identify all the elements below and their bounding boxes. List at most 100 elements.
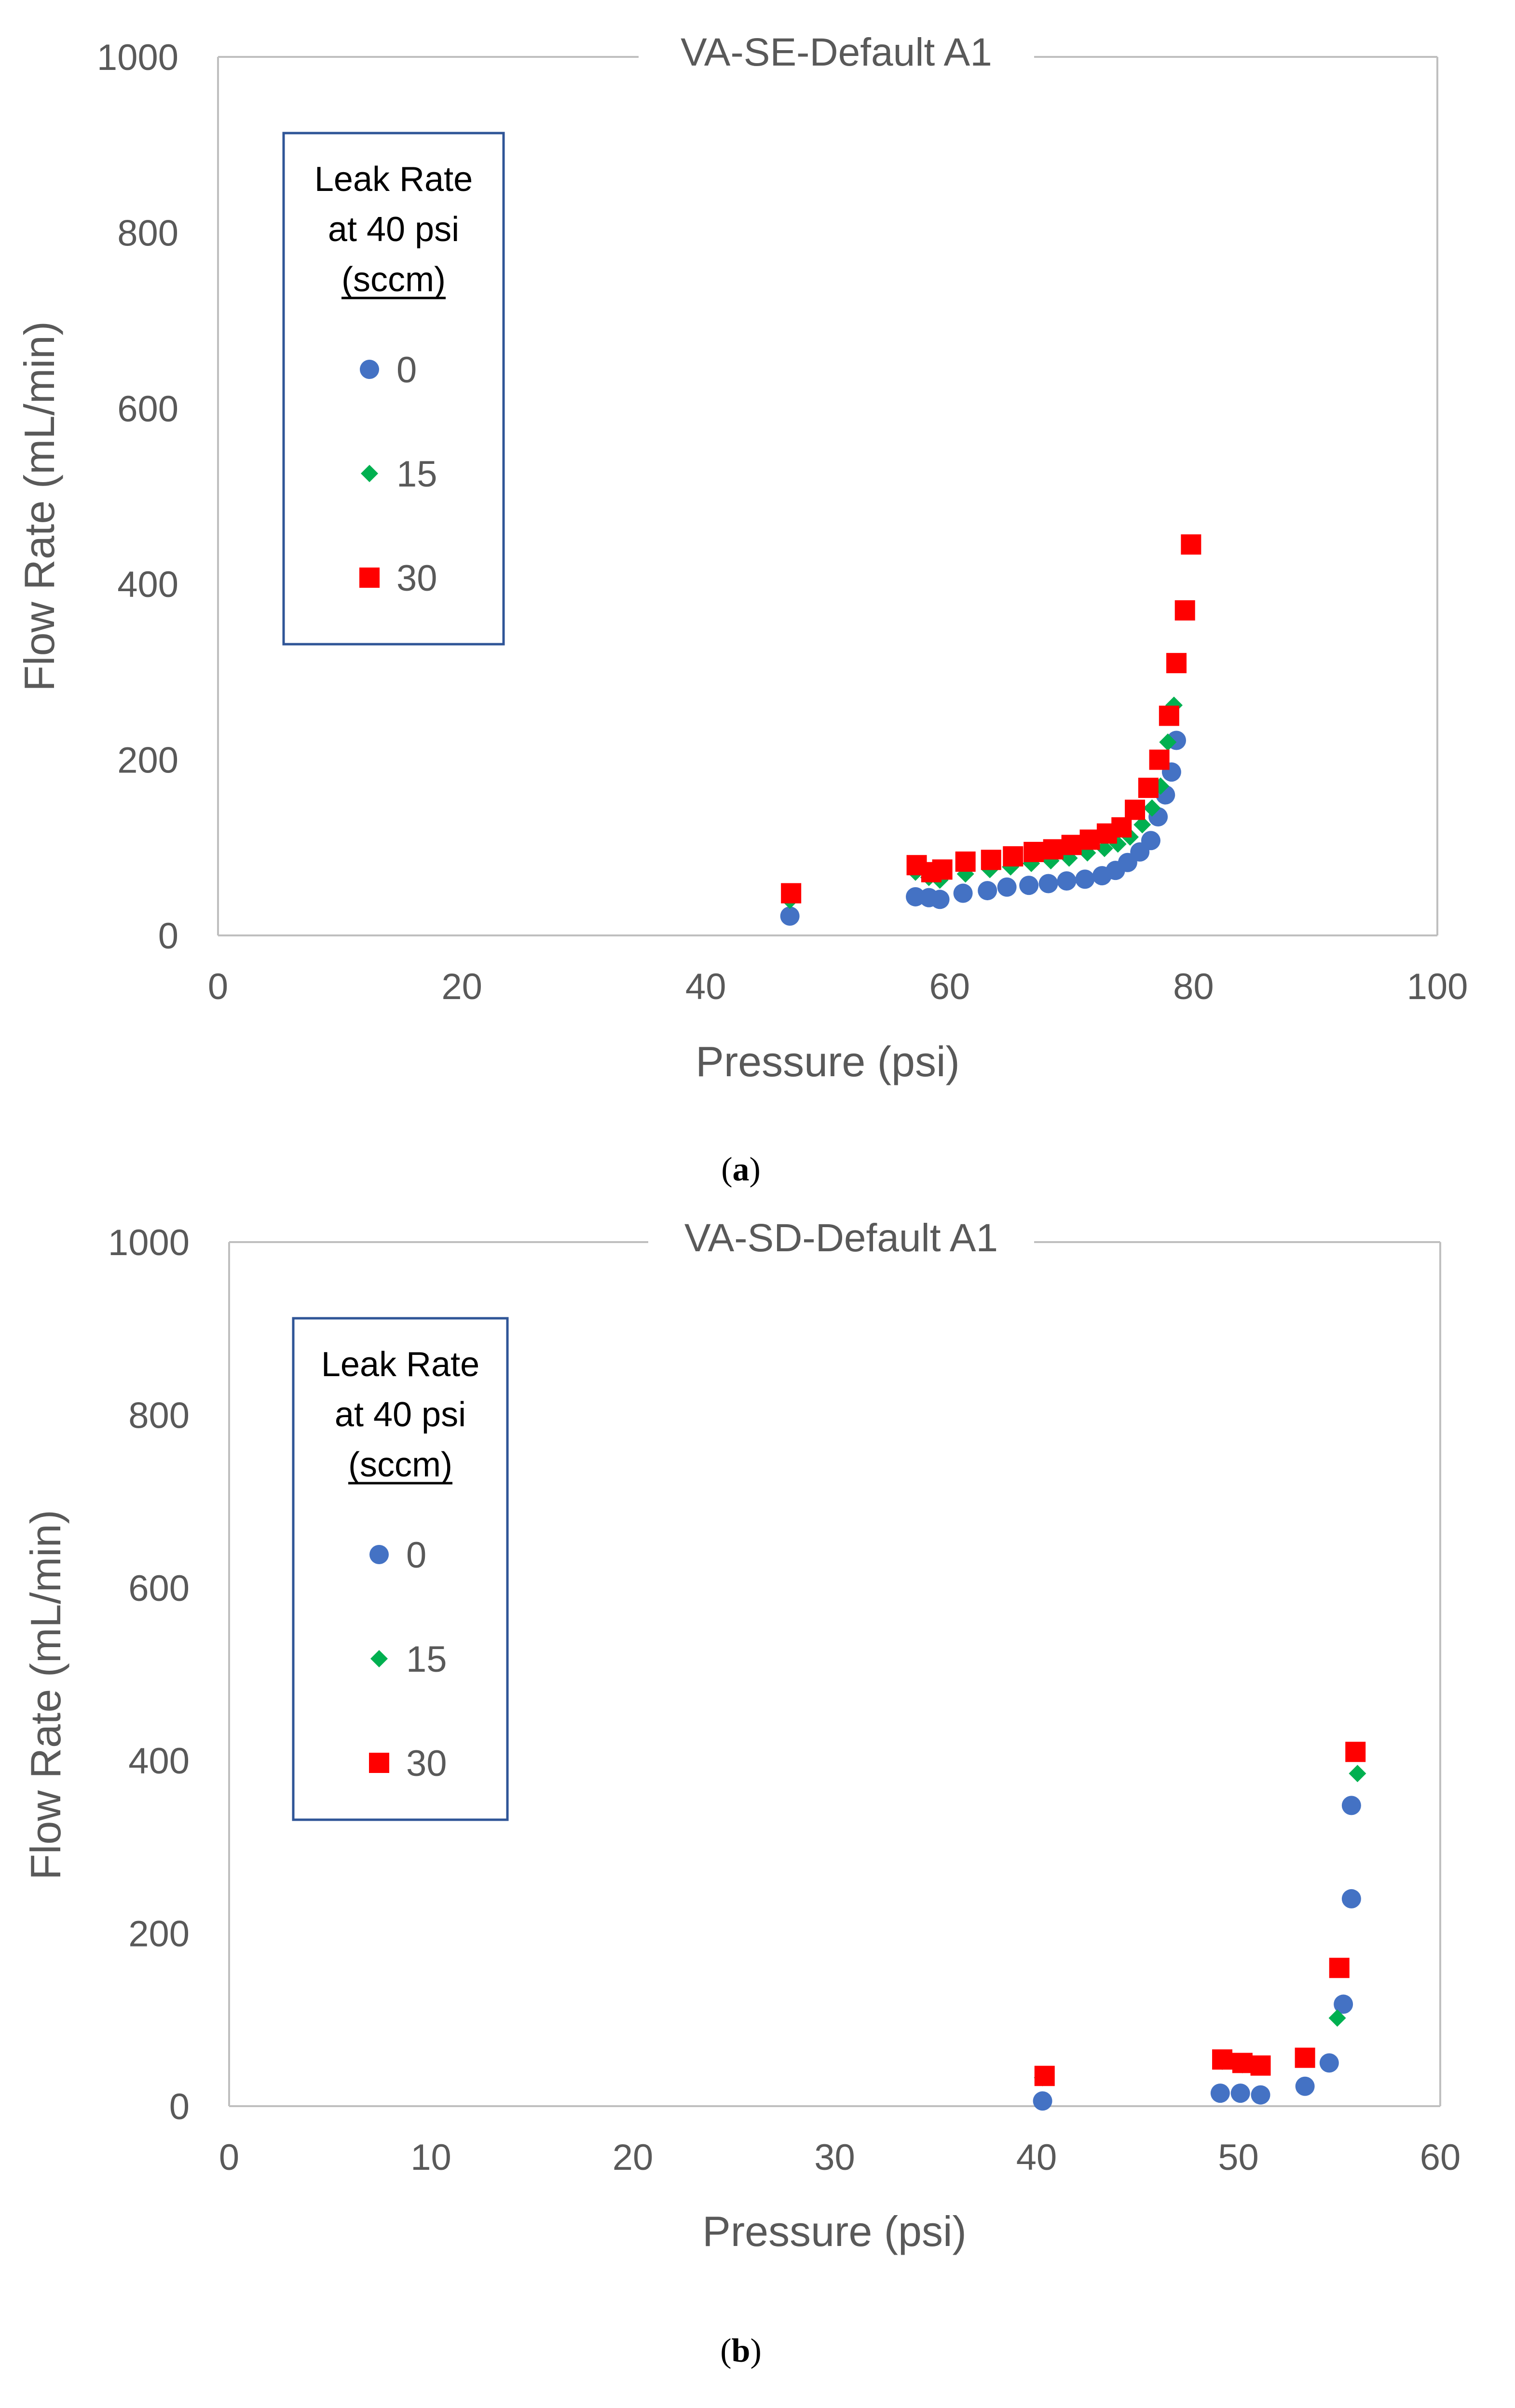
chart-b-legend-marker-30 xyxy=(369,1753,389,1773)
chart-a-data-points xyxy=(780,534,1201,926)
chart-b-y-tick-200: 200 xyxy=(128,1914,190,1955)
chart-a-series-0-point xyxy=(1141,831,1160,851)
chart-a-y-tick-labels: 0 200 400 600 800 1000 xyxy=(97,37,178,957)
chart-a-series-30-point xyxy=(1159,705,1179,726)
chart-a-series-30-point xyxy=(1061,835,1082,855)
chart-a-series-30-point xyxy=(1174,600,1195,621)
chart-a-x-tick-20: 20 xyxy=(441,966,482,1007)
chart-b-series-15-point xyxy=(1328,2009,1346,2027)
chart-a-series-30-point xyxy=(781,883,802,904)
chart-b-legend-marker-15 xyxy=(370,1650,388,1667)
chart-b-y-tick-600: 600 xyxy=(128,1568,190,1609)
caption-a-close-paren: ) xyxy=(750,1151,761,1188)
chart-b-series-30-point xyxy=(1345,1742,1366,1762)
chart-a-y-tick-600: 600 xyxy=(117,389,178,430)
chart-a-series-30-point xyxy=(1024,841,1044,862)
chart-b-series-0-point xyxy=(1341,1796,1361,1815)
chart-a-series-30-point xyxy=(1166,653,1187,674)
chart-b-legend-marker-0 xyxy=(369,1545,389,1564)
chart-b-y-tick-labels: 0 200 400 600 800 1000 xyxy=(108,1222,190,2127)
chart-b-series-30-point xyxy=(1212,2049,1233,2070)
chart-b-legend-title-line-3: (sccm) xyxy=(348,1446,452,1484)
chart-b-legend-label-15: 15 xyxy=(406,1639,447,1680)
chart-b-series-0-point xyxy=(1295,2076,1315,2096)
chart-a-series-30-point xyxy=(1111,817,1132,838)
chart-a-legend: Leak Rate at 40 psi (sccm) 0 15 30 xyxy=(282,132,505,646)
chart-b-series-0-point xyxy=(1210,2083,1230,2103)
chart-a-series-15-point xyxy=(1143,799,1161,817)
chart-a-series-30-point xyxy=(932,859,953,880)
caption-a: (a) xyxy=(721,1151,761,1188)
chart-b-x-tick-30: 30 xyxy=(814,2137,855,2178)
chart-a-y-tick-200: 200 xyxy=(117,740,178,781)
chart-b-x-tick-60: 60 xyxy=(1420,2137,1461,2178)
chart-a-x-tick-labels: 0 20 40 60 80 100 xyxy=(208,966,1468,1007)
chart-b-x-tick-labels: 0 10 20 30 40 50 60 xyxy=(219,2137,1460,2178)
chart-b-series-15-point xyxy=(1349,1765,1366,1783)
caption-b: (b) xyxy=(720,2332,762,2369)
chart-a-series-0-point xyxy=(1075,869,1095,889)
chart-a-legend-label-15: 15 xyxy=(396,454,437,495)
chart-b-x-axis-label: Pressure (psi) xyxy=(702,2207,967,2255)
chart-a-series-30-point xyxy=(955,851,976,872)
chart-a-series-0-point xyxy=(997,877,1017,897)
chart-b-series-0-point xyxy=(1230,2083,1250,2103)
caption-b-open-paren: ( xyxy=(720,2332,731,2369)
chart-a-legend-label-0: 0 xyxy=(396,350,417,391)
chart-a-series-15-point xyxy=(1159,733,1177,751)
chart-a-plot-frame xyxy=(217,56,1438,936)
chart-a-series-30-point xyxy=(1125,799,1146,820)
chart-a-series-0-point xyxy=(930,890,950,909)
chart-a-series-15-point xyxy=(1133,816,1151,834)
chart-b-series-30-point xyxy=(1034,2066,1055,2086)
chart-a-series-0-point xyxy=(1038,874,1058,893)
chart-a-title: VA-SE-Default A1 xyxy=(681,30,992,74)
chart-a-y-tick-800: 800 xyxy=(117,213,178,254)
chart-b-x-tick-40: 40 xyxy=(1016,2137,1057,2178)
chart-b-series-30-point xyxy=(1329,1958,1350,1978)
chart-a-series-15-point xyxy=(1095,839,1113,857)
chart-b-legend-title-line-1: Leak Rate xyxy=(321,1345,479,1384)
chart-b-plot-frame xyxy=(228,1241,1441,2107)
chart-b-series-30-point xyxy=(1232,2053,1253,2073)
chart-a-legend-title-line-1: Leak Rate xyxy=(314,160,473,199)
chart-a-series-0-point xyxy=(953,883,973,903)
chart-a-series-30-point xyxy=(1079,829,1100,850)
chart-b-series-0-point xyxy=(1033,2091,1052,2111)
chart-b-x-tick-0: 0 xyxy=(219,2137,239,2178)
chart-a-series-0-point xyxy=(978,881,997,901)
chart-b-x-tick-50: 50 xyxy=(1218,2137,1259,2178)
chart-a-series-0-point xyxy=(1019,876,1039,895)
chart-b-series-0-point xyxy=(1251,2085,1270,2105)
chart-a-series-0-point xyxy=(1057,871,1077,891)
chart-b-legend-box xyxy=(292,1317,509,1821)
chart-a-series-30-point xyxy=(1149,749,1170,770)
chart-a-series-0-point xyxy=(780,906,800,926)
chart-a-legend-marker-15 xyxy=(361,465,378,482)
chart-b-x-tick-10: 10 xyxy=(410,2137,451,2178)
chart-a-x-tick-40: 40 xyxy=(685,966,726,1007)
chart-b-series-0-point xyxy=(1319,2053,1339,2073)
chart-b-y-tick-0: 0 xyxy=(169,2086,190,2127)
chart-b-y-axis-label: Flow Rate (mL/min) xyxy=(22,1510,69,1880)
chart-b-legend-label-0: 0 xyxy=(406,1535,426,1576)
caption-a-letter: a xyxy=(733,1151,750,1188)
chart-a-x-axis-label: Pressure (psi) xyxy=(696,1038,960,1085)
chart-a-legend-label-30: 30 xyxy=(396,558,437,599)
chart-a-series-30-point xyxy=(1138,777,1159,798)
chart-a-series-30-point xyxy=(1003,846,1024,867)
chart-a-legend-marker-30 xyxy=(359,568,380,588)
chart-a-y-axis-label: Flow Rate (mL/min) xyxy=(15,321,63,691)
chart-a-legend-marker-0 xyxy=(360,360,379,379)
caption-b-close-paren: ) xyxy=(750,2332,761,2369)
chart-b-y-tick-1000: 1000 xyxy=(108,1222,190,1263)
chart-b-legend: Leak Rate at 40 psi (sccm) 0 15 30 xyxy=(292,1317,509,1821)
chart-a-legend-title-line-3: (sccm) xyxy=(341,260,446,299)
chart-b-data-points xyxy=(1033,1742,1366,2111)
chart-b-series-0-point xyxy=(1341,1889,1361,1908)
caption-a-open-paren: ( xyxy=(721,1151,732,1188)
chart-a-series-30-point xyxy=(1043,839,1064,860)
